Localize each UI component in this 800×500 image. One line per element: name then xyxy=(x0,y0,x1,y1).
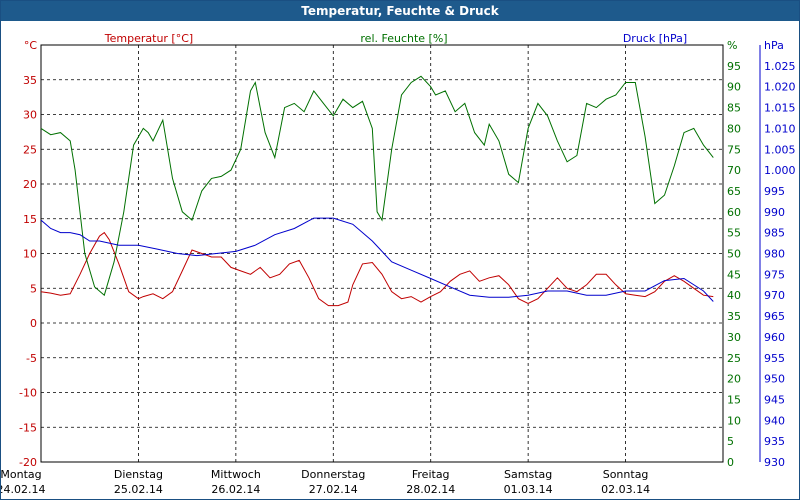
humidity-tick-label: 90 xyxy=(727,81,741,94)
pressure-tick-label: 1.005 xyxy=(764,143,796,156)
x-day-label: Dienstag xyxy=(114,468,163,481)
humidity-tick-label: 55 xyxy=(727,227,741,240)
x-date-label: 02.03.14 xyxy=(601,483,650,496)
pressure-tick-label: 960 xyxy=(764,331,785,344)
pressure-tick-label: 1.000 xyxy=(764,164,796,177)
pressure-tick-label: 985 xyxy=(764,227,785,240)
temp-tick-label: -15 xyxy=(19,421,37,434)
grid xyxy=(40,44,761,463)
temp-tick-label: 35 xyxy=(23,74,37,87)
pressure-tick-label: 945 xyxy=(764,393,785,406)
humidity-axis-title: rel. Feuchte [%] xyxy=(360,32,447,45)
humidity-tick-label: 5 xyxy=(727,435,734,448)
temp-unit-label: °C xyxy=(24,39,38,52)
humidity-tick-label: 80 xyxy=(727,122,741,135)
x-date-label: 25.02.14 xyxy=(114,483,163,496)
temp-axis-title: Temperatur [°C] xyxy=(104,32,193,45)
humidity-tick-label: 50 xyxy=(727,248,741,261)
humidity-tick-label: 75 xyxy=(727,143,741,156)
temp-tick-label: 0 xyxy=(30,317,37,330)
temp-tick-label: -10 xyxy=(19,387,37,400)
pressure-tick-label: 930 xyxy=(764,456,785,469)
x-day-label: Montag xyxy=(1,468,42,481)
temp-tick-label: 5 xyxy=(30,282,37,295)
pressure-tick-label: 995 xyxy=(764,185,785,198)
humidity-tick-label: 15 xyxy=(727,393,741,406)
humidity-tick-label: 40 xyxy=(727,289,741,302)
humidity-tick-label: 85 xyxy=(727,102,741,115)
pressure-tick-label: 975 xyxy=(764,268,785,281)
pressure-tick-label: 1.020 xyxy=(764,81,796,94)
x-day-label: Freitag xyxy=(412,468,450,481)
pressure-tick-label: 955 xyxy=(764,352,785,365)
temp-tick-label: -20 xyxy=(19,456,37,469)
humidity-tick-label: 0 xyxy=(727,456,734,469)
x-date-label: 28.02.14 xyxy=(406,483,455,496)
pressure-tick-label: 980 xyxy=(764,248,785,261)
humidity-unit-label: % xyxy=(727,39,737,52)
window-title: Temperatur, Feuchte & Druck xyxy=(1,1,799,21)
humidity-tick-label: 35 xyxy=(727,310,741,323)
x-day-label: Samstag xyxy=(504,468,552,481)
x-date-label: 01.03.14 xyxy=(504,483,553,496)
humidity-tick-label: 60 xyxy=(727,206,741,219)
x-date-label: 24.02.14 xyxy=(1,483,45,496)
humidity-line xyxy=(40,75,714,297)
pressure-line xyxy=(40,217,714,302)
humidity-tick-label: 25 xyxy=(727,352,741,365)
temp-tick-label: 10 xyxy=(23,248,37,261)
temperature-line xyxy=(40,231,714,307)
temp-tick-label: 30 xyxy=(23,109,37,122)
humidity-tick-label: 70 xyxy=(727,164,741,177)
temp-tick-label: 15 xyxy=(23,213,37,226)
pressure-tick-label: 935 xyxy=(764,435,785,448)
series xyxy=(40,75,714,307)
humidity-tick-label: 10 xyxy=(727,414,741,427)
humidity-tick-label: 20 xyxy=(727,373,741,386)
pressure-tick-label: 1.010 xyxy=(764,122,796,135)
x-date-label: 27.02.14 xyxy=(309,483,358,496)
temp-tick-label: -5 xyxy=(26,352,37,365)
temp-tick-label: 25 xyxy=(23,143,37,156)
pressure-unit-label: hPa xyxy=(764,39,784,52)
x-date-label: 26.02.14 xyxy=(211,483,260,496)
pressure-tick-label: 970 xyxy=(764,289,785,302)
pressure-tick-label: 1.025 xyxy=(764,60,796,73)
humidity-tick-label: 45 xyxy=(727,268,741,281)
pressure-tick-label: 990 xyxy=(764,206,785,219)
pressure-tick-label: 940 xyxy=(764,414,785,427)
humidity-tick-label: 65 xyxy=(727,185,741,198)
pressure-tick-label: 1.015 xyxy=(764,102,796,115)
x-day-label: Mittwoch xyxy=(211,468,261,481)
plot-frame xyxy=(40,44,724,463)
humidity-tick-label: 30 xyxy=(727,331,741,344)
pressure-tick-label: 950 xyxy=(764,373,785,386)
x-day-label: Sonntag xyxy=(603,468,649,481)
pressure-axis-title: Druck [hPa] xyxy=(623,32,687,45)
temp-tick-label: 20 xyxy=(23,178,37,191)
pressure-tick-label: 965 xyxy=(764,310,785,323)
humidity-tick-label: 95 xyxy=(727,60,741,73)
x-day-label: Donnerstag xyxy=(301,468,365,481)
